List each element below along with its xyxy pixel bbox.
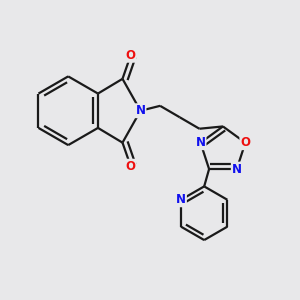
Text: N: N [196,136,206,149]
Text: O: O [240,136,250,149]
Text: N: N [136,104,146,117]
Text: O: O [126,160,136,173]
Text: N: N [232,163,242,176]
Text: N: N [176,193,186,206]
Text: O: O [126,49,136,62]
